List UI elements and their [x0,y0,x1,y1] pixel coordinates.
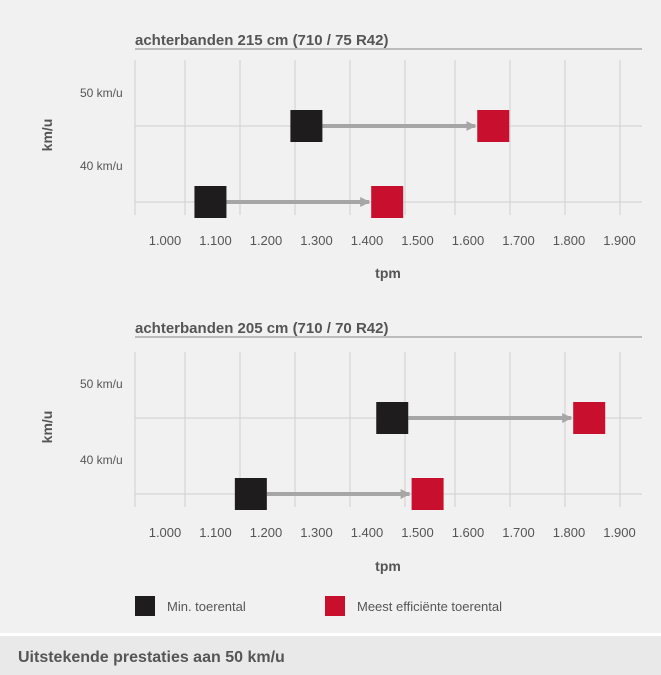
efficient-rpm-marker [573,402,606,434]
x-tick-label: 1.200 [250,233,283,248]
x-tick-label: 1.600 [452,525,485,540]
x-tick-label: 1.200 [250,525,283,540]
legend-label-min: Min. toerental [167,599,246,614]
efficient-rpm-marker [411,478,444,510]
y-tick-label: 50 km/u [80,86,123,100]
legend-swatch-efficient [325,596,345,616]
y-tick-label: 50 km/u [80,377,123,391]
x-tick-label: 1.400 [351,233,384,248]
x-tick-label: 1.500 [401,525,434,540]
x-tick-label: 1.900 [603,525,636,540]
chart-panel: achterbanden 215 cm (710 / 75 R42) 50 km/… [0,0,661,633]
legend-label-efficient: Meest efficiënte toerental [357,599,502,614]
charts-svg: achterbanden 215 cm (710 / 75 R42) 50 km/… [39,32,642,616]
x-tick-label: 1.900 [603,233,636,248]
chart-title-1: achterbanden 215 cm (710 / 75 R42) [135,32,388,49]
x-tick-label: 1.800 [553,525,586,540]
x-tick-label: 1.700 [502,525,535,540]
efficient-rpm-marker [477,110,510,142]
x-tick-label: 1.100 [199,525,232,540]
x-tick-label: 1.600 [452,233,485,248]
legend-swatch-min [135,596,155,616]
min-rpm-marker [290,110,323,142]
x-tick-label: 1.000 [149,233,182,248]
x-tick-label: 1.800 [553,233,586,248]
y-axis-label: km/u [39,119,55,152]
x-axis-label: tpm [375,265,401,281]
min-rpm-marker [376,402,409,434]
x-axis-label: tpm [375,558,401,574]
min-rpm-marker [234,478,267,510]
x-tick-label: 1.400 [351,525,384,540]
footer-bar: Uitstekende prestaties aan 50 km/u [0,633,661,675]
efficient-rpm-marker [371,186,404,218]
footer-text: Uitstekende prestaties aan 50 km/u [18,649,285,666]
x-tick-label: 1.700 [502,233,535,248]
x-tick-label: 1.300 [300,233,333,248]
y-tick-label: 40 km/u [80,453,123,467]
chart-title-2: achterbanden 205 cm (710 / 70 R42) [135,320,388,337]
x-tick-label: 1.100 [199,233,232,248]
y-tick-label: 40 km/u [80,159,123,173]
x-tick-label: 1.300 [300,525,333,540]
x-tick-label: 1.500 [401,233,434,248]
y-axis-label: km/u [39,411,55,444]
x-tick-label: 1.000 [149,525,182,540]
min-rpm-marker [194,186,227,218]
